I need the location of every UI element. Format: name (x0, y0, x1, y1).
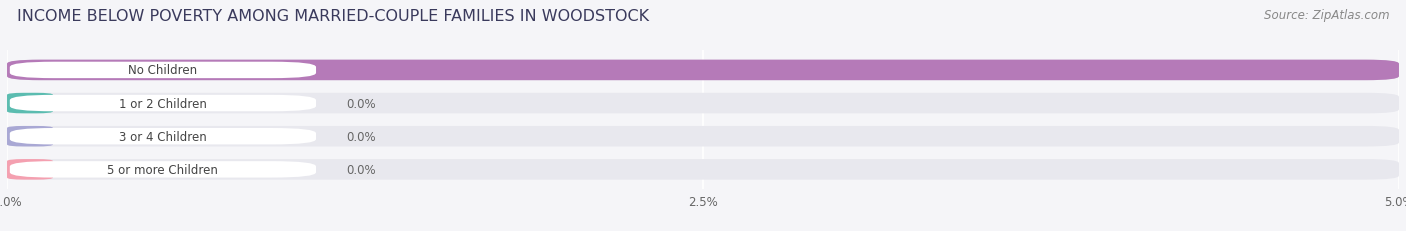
FancyBboxPatch shape (7, 159, 53, 180)
FancyBboxPatch shape (7, 60, 1399, 81)
FancyBboxPatch shape (10, 95, 316, 112)
FancyBboxPatch shape (7, 159, 1399, 180)
FancyBboxPatch shape (7, 93, 1399, 114)
FancyBboxPatch shape (7, 60, 1399, 81)
FancyBboxPatch shape (10, 62, 316, 79)
FancyBboxPatch shape (7, 126, 53, 147)
Text: 1 or 2 Children: 1 or 2 Children (120, 97, 207, 110)
Text: 0.0%: 0.0% (347, 130, 377, 143)
Text: 0.0%: 0.0% (347, 163, 377, 176)
Text: 0.0%: 0.0% (347, 97, 377, 110)
FancyBboxPatch shape (7, 126, 1399, 147)
Text: INCOME BELOW POVERTY AMONG MARRIED-COUPLE FAMILIES IN WOODSTOCK: INCOME BELOW POVERTY AMONG MARRIED-COUPL… (17, 9, 650, 24)
FancyBboxPatch shape (10, 128, 316, 145)
Text: 5 or more Children: 5 or more Children (107, 163, 218, 176)
Text: No Children: No Children (128, 64, 197, 77)
Text: 3 or 4 Children: 3 or 4 Children (120, 130, 207, 143)
FancyBboxPatch shape (7, 93, 53, 114)
Text: Source: ZipAtlas.com: Source: ZipAtlas.com (1264, 9, 1389, 22)
FancyBboxPatch shape (10, 161, 316, 178)
